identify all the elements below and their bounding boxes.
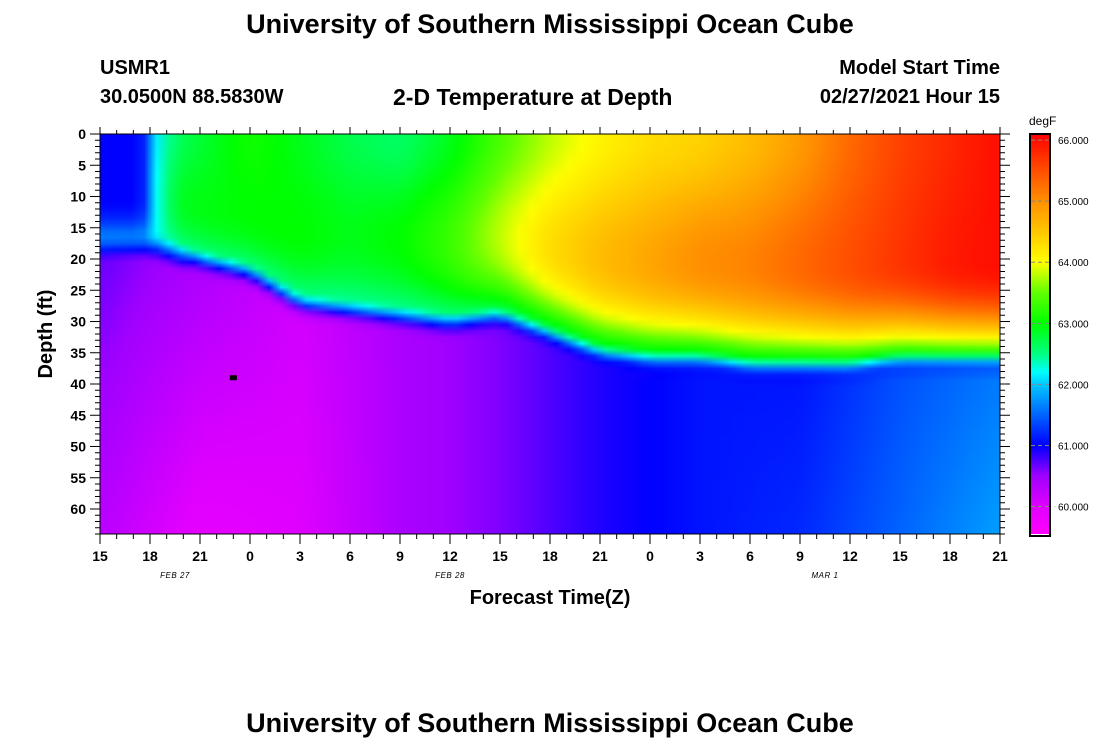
x-tick-label: 18 bbox=[942, 548, 958, 564]
x-tick-label: 12 bbox=[442, 548, 458, 564]
y-tick-label: 5 bbox=[78, 157, 86, 173]
x-tick-label: 6 bbox=[746, 548, 754, 564]
colorbar-tick-label: 63.000 bbox=[1058, 319, 1089, 330]
date-label: MAR 1 bbox=[812, 571, 839, 580]
x-tick-label: 9 bbox=[796, 548, 804, 564]
date-label: FEB 28 bbox=[435, 571, 465, 580]
colorbar-tick-label: 64.000 bbox=[1058, 258, 1089, 269]
y-tick-label: 25 bbox=[70, 282, 86, 298]
x-tick-label: 21 bbox=[992, 548, 1008, 564]
x-tick-label: 9 bbox=[396, 548, 404, 564]
x-tick-label: 18 bbox=[142, 548, 158, 564]
model-start-label: Model Start Time bbox=[839, 57, 1000, 79]
colorbar-gradient bbox=[1031, 134, 1049, 534]
x-tick-label: 18 bbox=[542, 548, 558, 564]
y-tick-label: 30 bbox=[70, 314, 86, 330]
y-axis: 0 5 10 15 20 25 30 35 40 45 50 55 60 bbox=[70, 126, 1010, 535]
x-tick-label: 21 bbox=[192, 548, 208, 564]
colorbar-frame bbox=[1029, 133, 1051, 537]
footer-title: University of Southern Mississippi Ocean… bbox=[246, 708, 854, 738]
y-tick-label: 60 bbox=[70, 501, 86, 517]
colorbar-tick-label: 66.000 bbox=[1058, 136, 1089, 147]
y-tick-label: 55 bbox=[70, 470, 86, 486]
temperature-heatmap bbox=[100, 134, 1000, 534]
y-tick-label: 35 bbox=[70, 345, 86, 361]
x-tick-label: 0 bbox=[246, 548, 254, 564]
y-tick-label: 15 bbox=[70, 220, 86, 236]
x-tick-label: 3 bbox=[696, 548, 704, 564]
x-tick-label: 15 bbox=[92, 548, 108, 564]
x-axis-label: Forecast Time(Z) bbox=[470, 587, 631, 609]
x-tick-label: 6 bbox=[346, 548, 354, 564]
x-tick-label: 21 bbox=[592, 548, 608, 564]
x-tick-label: 15 bbox=[492, 548, 508, 564]
y-axis-label: Depth (ft) bbox=[35, 290, 57, 379]
station-coordinates: 30.0500N 88.5830W bbox=[100, 86, 284, 108]
x-tick-label: 15 bbox=[892, 548, 908, 564]
y-tick-label: 0 bbox=[78, 126, 86, 142]
y-tick-label: 10 bbox=[70, 189, 86, 205]
colorbar-tick-label: 65.000 bbox=[1058, 197, 1089, 208]
y-tick-label: 45 bbox=[70, 407, 86, 423]
y-tick-label: 20 bbox=[70, 251, 86, 267]
colorbar-unit: degF bbox=[1029, 114, 1056, 128]
y-tick-label: 50 bbox=[70, 439, 86, 455]
date-label: FEB 27 bbox=[160, 571, 190, 580]
y-tick-label: 40 bbox=[70, 376, 86, 392]
station-marker bbox=[229, 375, 237, 381]
model-start-value: 02/27/2021 Hour 15 bbox=[819, 86, 1000, 108]
colorbar-tick-label: 62.000 bbox=[1058, 380, 1089, 391]
colorbar: degF 60.000 61.000 62.000 63.000 64.000 65.00… bbox=[1029, 114, 1089, 537]
x-tick-label: 12 bbox=[842, 548, 858, 564]
chart-subtitle: 2-D Temperature at Depth bbox=[393, 84, 673, 110]
x-tick-label: 3 bbox=[296, 548, 304, 564]
colorbar-tick-label: 60.000 bbox=[1058, 503, 1089, 514]
colorbar-tick-label: 61.000 bbox=[1058, 441, 1089, 452]
page-title: University of Southern Mississippi Ocean… bbox=[246, 9, 854, 39]
station-id: USMR1 bbox=[100, 57, 171, 79]
x-tick-label: 0 bbox=[646, 548, 654, 564]
